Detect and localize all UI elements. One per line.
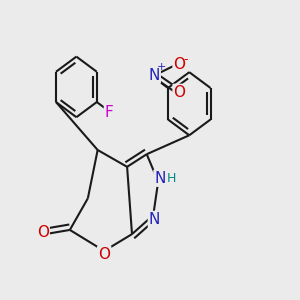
- Text: O: O: [174, 85, 186, 100]
- Text: N: N: [154, 171, 166, 186]
- Text: N: N: [149, 212, 160, 227]
- Text: +: +: [157, 62, 166, 72]
- Text: F: F: [105, 105, 114, 120]
- Text: O: O: [174, 57, 186, 72]
- Text: O: O: [98, 247, 110, 262]
- Text: N: N: [148, 68, 160, 82]
- Text: O: O: [37, 224, 49, 239]
- Text: H: H: [167, 172, 177, 185]
- Text: -: -: [184, 52, 188, 66]
